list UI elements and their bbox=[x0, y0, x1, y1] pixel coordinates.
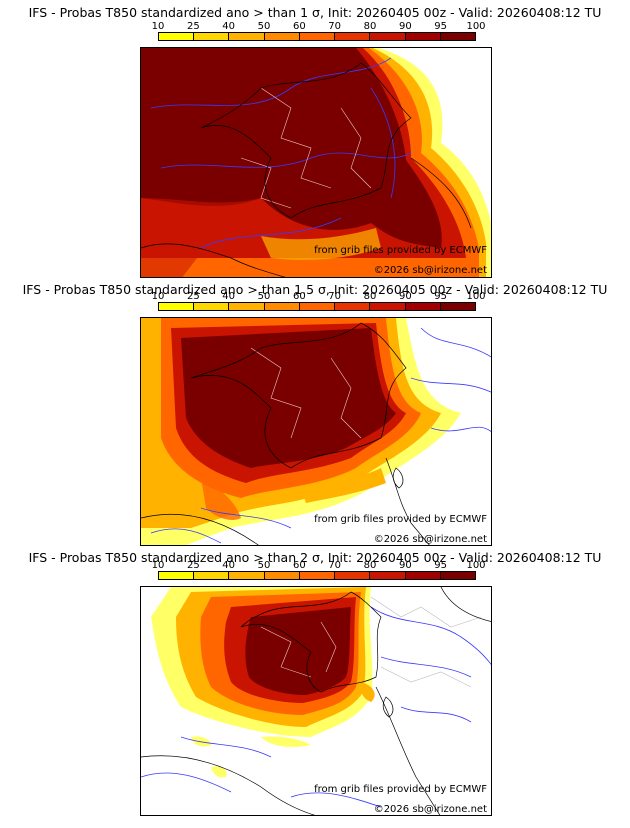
colorbar-tick-label: 10 bbox=[151, 21, 165, 32]
colorbar-swatches bbox=[158, 302, 476, 311]
colorbar-tick-label: 40 bbox=[222, 21, 236, 32]
panel-3-colorbar: 10 25 40 50 60 70 80 90 95 100 bbox=[152, 560, 486, 580]
panel-2-map-graphic bbox=[141, 318, 491, 545]
panel-1-map: from grib files provided by ECMWF ©2026 … bbox=[140, 47, 492, 278]
colorbar-tick-label: 60 bbox=[292, 291, 306, 302]
panel-3-credit: from grib files provided by ECMWF bbox=[314, 784, 487, 795]
colorbar-tick-label: 70 bbox=[328, 21, 342, 32]
colorbar-tick-label: 40 bbox=[222, 560, 236, 571]
colorbar-swatch bbox=[264, 303, 300, 310]
colorbar-swatch bbox=[229, 572, 265, 579]
colorbar-swatch bbox=[370, 303, 406, 310]
colorbar-swatch bbox=[264, 572, 300, 579]
colorbar-tick-label: 100 bbox=[466, 291, 486, 302]
colorbar-swatch bbox=[299, 33, 336, 40]
panel-2-colorbar: 10 25 40 50 60 70 80 90 95 100 bbox=[152, 291, 486, 311]
colorbar-tick-label: 25 bbox=[186, 560, 200, 571]
colorbar-swatch bbox=[335, 33, 371, 40]
panel-1-title: IFS - Probas T850 standardized ano > tha… bbox=[28, 5, 602, 20]
panel-3-title: IFS - Probas T850 standardized ano > tha… bbox=[28, 550, 602, 565]
colorbar-tick-label: 80 bbox=[363, 560, 377, 571]
colorbar-swatch bbox=[194, 572, 230, 579]
colorbar-swatch bbox=[229, 33, 265, 40]
panel-2-credit: from grib files provided by ECMWF bbox=[314, 514, 487, 525]
colorbar-swatch bbox=[194, 303, 230, 310]
colorbar-swatch bbox=[370, 572, 406, 579]
colorbar-tick-label: 60 bbox=[292, 560, 306, 571]
colorbar-tick-label: 80 bbox=[363, 291, 377, 302]
colorbar-swatch bbox=[370, 33, 406, 40]
colorbar-swatch bbox=[229, 303, 265, 310]
panel-2-map: from grib files provided by ECMWF ©2026 … bbox=[140, 317, 492, 546]
panel-3-copyright: ©2026 sb@irizone.net bbox=[373, 804, 487, 815]
colorbar-tick-label: 100 bbox=[466, 21, 486, 32]
panel-1-map-graphic bbox=[141, 48, 491, 277]
panel-3-map-graphic bbox=[141, 587, 491, 815]
colorbar-tick-label: 25 bbox=[186, 291, 200, 302]
colorbar-swatches bbox=[158, 32, 476, 41]
colorbar-tick-label: 70 bbox=[328, 291, 342, 302]
panel-3-map: from grib files provided by ECMWF ©2026 … bbox=[140, 586, 492, 816]
colorbar-tick-label: 90 bbox=[398, 21, 412, 32]
colorbar-swatch bbox=[440, 303, 475, 310]
panel-2-title: IFS - Probas T850 standardized ano > tha… bbox=[22, 282, 608, 297]
colorbar-tick-label: 50 bbox=[257, 560, 271, 571]
colorbar-swatch bbox=[405, 572, 441, 579]
colorbar-tick-label: 10 bbox=[151, 560, 165, 571]
colorbar-tick-label: 80 bbox=[363, 21, 377, 32]
colorbar-tick-label: 50 bbox=[257, 291, 271, 302]
panel-1-colorbar: 10 25 40 50 60 70 80 90 95 100 bbox=[152, 21, 486, 41]
colorbar-tick-label: 95 bbox=[434, 560, 448, 571]
colorbar-tick-label: 70 bbox=[328, 560, 342, 571]
colorbar-swatch bbox=[299, 303, 336, 310]
colorbar-swatch bbox=[264, 33, 300, 40]
colorbar-tick-label: 50 bbox=[257, 21, 271, 32]
panel-1-credit: from grib files provided by ECMWF bbox=[314, 245, 487, 256]
colorbar-swatch bbox=[159, 572, 195, 579]
colorbar-tick-label: 10 bbox=[151, 291, 165, 302]
colorbar-tick-label: 25 bbox=[186, 21, 200, 32]
panel-2-copyright: ©2026 sb@irizone.net bbox=[373, 534, 487, 545]
colorbar-tick-label: 60 bbox=[292, 21, 306, 32]
colorbar-swatch bbox=[299, 572, 336, 579]
colorbar-swatch bbox=[159, 303, 195, 310]
colorbar-swatch bbox=[159, 33, 195, 40]
colorbar-swatch bbox=[440, 33, 475, 40]
colorbar-ticks: 10 25 40 50 60 70 80 90 95 100 bbox=[152, 21, 486, 32]
colorbar-swatch bbox=[335, 303, 371, 310]
colorbar-ticks: 10 25 40 50 60 70 80 90 95 100 bbox=[152, 560, 486, 571]
colorbar-swatch bbox=[405, 33, 441, 40]
colorbar-swatch bbox=[440, 572, 475, 579]
colorbar-swatches bbox=[158, 571, 476, 580]
colorbar-tick-label: 90 bbox=[398, 291, 412, 302]
colorbar-tick-label: 90 bbox=[398, 560, 412, 571]
colorbar-ticks: 10 25 40 50 60 70 80 90 95 100 bbox=[152, 291, 486, 302]
colorbar-tick-label: 95 bbox=[434, 291, 448, 302]
colorbar-swatch bbox=[194, 33, 230, 40]
colorbar-tick-label: 95 bbox=[434, 21, 448, 32]
colorbar-swatch bbox=[335, 572, 371, 579]
colorbar-swatch bbox=[405, 303, 441, 310]
colorbar-tick-label: 40 bbox=[222, 291, 236, 302]
panel-1-copyright: ©2026 sb@irizone.net bbox=[373, 265, 487, 276]
colorbar-tick-label: 100 bbox=[466, 560, 486, 571]
